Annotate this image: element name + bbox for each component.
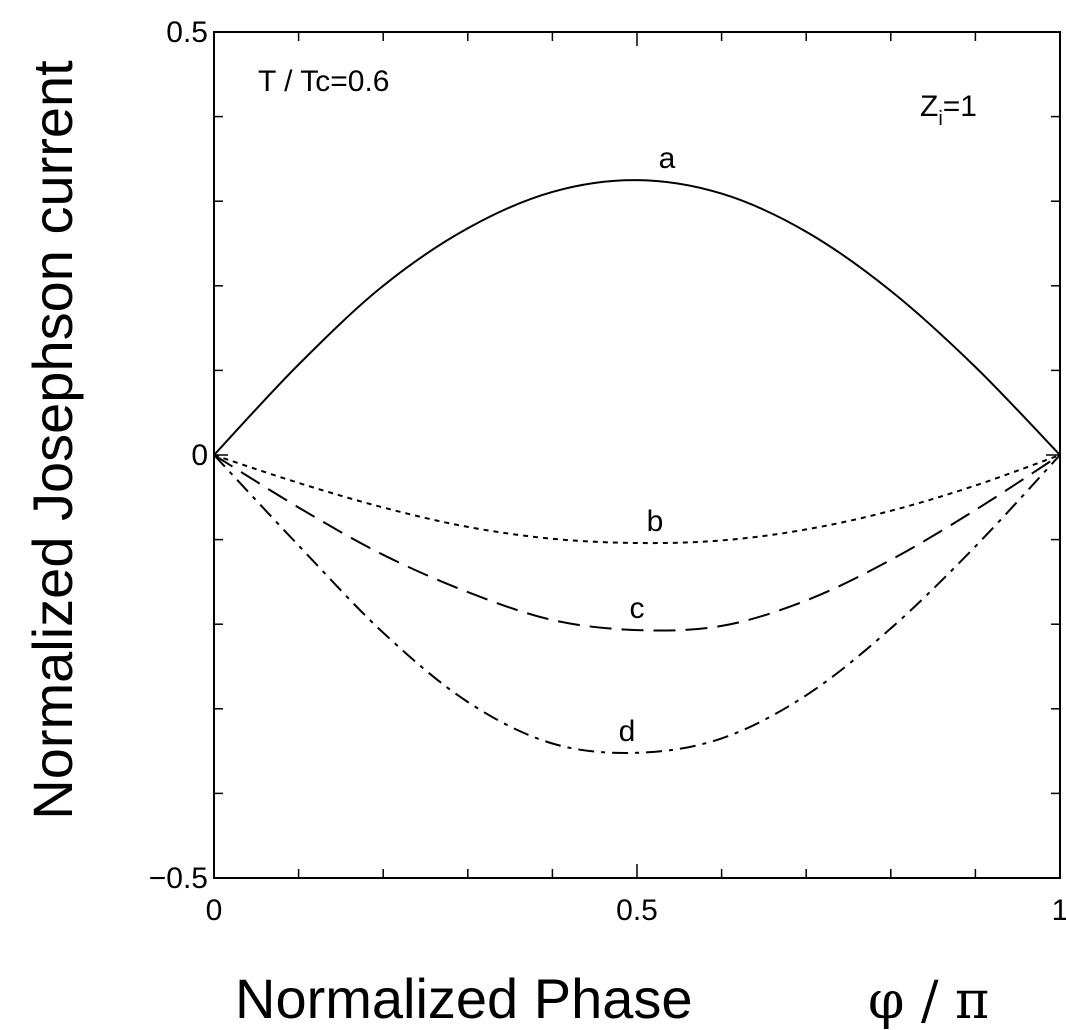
z-annotation-main: Z	[920, 90, 938, 123]
z-annotation: Zi=1	[920, 90, 977, 130]
series-label-c: c	[630, 592, 645, 625]
y-axis-label: Normalized Josephson current	[21, 60, 84, 820]
series-line-c	[213, 454, 1061, 632]
z-annotation-subscript: i	[938, 108, 942, 130]
x-axis-symbol: φ / π	[868, 971, 989, 1030]
series-label-d: d	[619, 715, 636, 748]
series-label-a: a	[659, 142, 676, 175]
plot-frame	[213, 31, 1061, 879]
y-tick-label: −0.5	[149, 862, 208, 895]
x-tick-label: 0.5	[616, 894, 658, 927]
series-line-d	[213, 454, 1061, 754]
x-axis-label: Normalized Phase	[235, 967, 693, 1030]
x-tick-label: 0	[206, 894, 223, 927]
series-labels: a b c d	[619, 142, 676, 748]
x-tick-label: 1	[1052, 894, 1066, 927]
z-annotation-value: =1	[943, 90, 977, 123]
temperature-annotation: T / Tc=0.6	[258, 65, 389, 98]
axis-ticks	[213, 31, 1061, 879]
curves-layer	[213, 179, 1061, 754]
y-tick-label: 0.5	[166, 16, 208, 49]
series-line-b	[213, 454, 1061, 545]
series-line-a	[213, 179, 1061, 456]
series-label-b: b	[647, 505, 664, 538]
tick-labels: 0 0.5 1−0.500.5	[149, 16, 1066, 927]
y-tick-label: 0	[191, 439, 208, 472]
